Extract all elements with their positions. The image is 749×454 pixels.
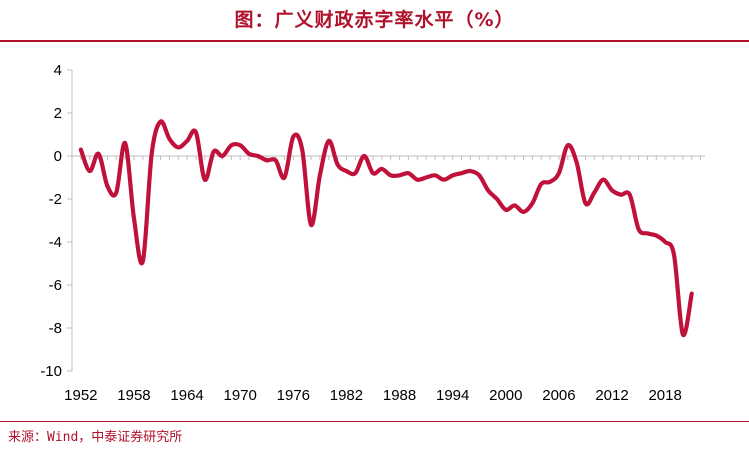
y-tick-label: -8 [49,320,62,337]
data-point [132,216,136,220]
data-point [150,152,154,156]
data-point [300,148,304,152]
data-point [318,173,322,177]
y-tick-label: -4 [49,234,62,251]
data-point [681,332,685,336]
data-point [389,173,393,177]
data-point [176,145,180,149]
data-point [610,188,614,192]
data-point [212,150,216,154]
series-line [78,119,694,337]
x-tick-label: 2006 [542,387,575,404]
data-point [690,292,694,296]
chart-title: 图：广义财政赤字率水平（%） [234,9,515,31]
data-point [522,210,526,214]
x-axis: 1952 1958 1964 1970 1976 1982 1988 1994 2000 2006… [64,155,705,404]
data-point [380,167,384,171]
title-divider [0,40,749,42]
data-point [406,171,410,175]
x-tick-label: 2018 [648,387,681,404]
data-point [229,143,233,147]
data-point [238,143,242,147]
data-point [344,169,348,173]
data-point [566,143,570,147]
x-tick-label: 1988 [383,387,416,404]
data-point [185,139,189,143]
data-point [398,173,402,177]
x-tick-label: 1964 [170,387,203,404]
data-point [583,201,587,205]
data-point [327,139,331,143]
x-tick-label: 1958 [117,387,150,404]
data-point [557,171,561,175]
data-point [141,259,145,263]
data-point [460,171,464,175]
data-point [282,176,286,180]
data-points [79,120,694,337]
y-tick-label: 0 [54,148,62,165]
y-tick-label: 2 [54,105,62,122]
data-point [672,253,676,257]
data-point [592,191,596,195]
y-tick-label: -6 [49,277,62,294]
x-tick-label: 1994 [436,387,469,404]
data-point [353,171,357,175]
x-tick-label: 1982 [330,387,363,404]
y-axis: 4 2 0 -2 -4 -6 -8 -10 [40,62,73,380]
data-point [637,227,641,231]
data-point [619,193,623,197]
footer-divider [0,421,749,422]
data-point [415,178,419,182]
data-point [336,163,340,167]
y-tick-label: -2 [49,191,62,208]
data-point [530,201,534,205]
data-point [97,152,101,156]
y-tick-label: -10 [40,363,62,380]
x-tick-label: 1952 [64,387,97,404]
y-tick-label: 4 [54,62,62,79]
data-point [486,188,490,192]
data-point [123,141,127,145]
data-point [451,173,455,177]
data-point [371,171,375,175]
data-point [221,154,225,158]
data-point [645,231,649,235]
data-point [88,169,92,173]
data-point [274,158,278,162]
x-tick-label: 2000 [489,387,522,404]
data-point [105,184,109,188]
data-point [513,203,517,207]
x-tick-label: 1970 [224,387,257,404]
data-point [159,120,163,124]
data-point [601,178,605,182]
source-note: 来源：Wind，中泰证券研究所 [8,430,183,445]
data-point [433,173,437,177]
data-point [265,158,269,162]
data-point [628,193,632,197]
x-tick-label: 1976 [277,387,310,404]
data-point [247,152,251,156]
data-point [291,135,295,139]
data-point [539,182,543,186]
data-point [442,178,446,182]
data-point [194,130,198,134]
data-point [654,234,658,238]
data-point [468,169,472,173]
data-point [309,223,313,227]
data-point [203,178,207,182]
data-point [167,137,171,141]
data-point [477,173,481,177]
data-point [256,154,260,158]
x-tick-label: 2012 [595,387,628,404]
data-point [495,197,499,201]
data-point [362,154,366,158]
data-point [114,191,118,195]
data-point [548,180,552,184]
data-point [504,208,508,212]
data-point [575,160,579,164]
line-chart: 420-2-4-6-8-10 1952 1958 1964 1970 1976 1982 1… [40,62,705,404]
data-point [424,176,428,180]
data-point [79,148,83,152]
data-point [663,240,667,244]
